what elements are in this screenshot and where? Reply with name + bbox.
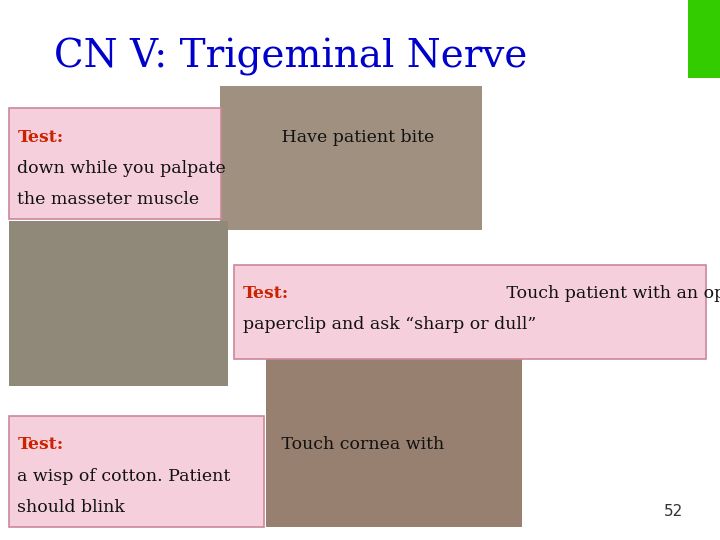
Text: CN V: Trigeminal Nerve: CN V: Trigeminal Nerve <box>54 38 527 76</box>
Text: Touch patient with an open: Touch patient with an open <box>501 285 720 302</box>
Text: paperclip and ask “sharp or dull”: paperclip and ask “sharp or dull” <box>243 316 536 333</box>
Bar <box>234 265 706 359</box>
Text: 52: 52 <box>664 504 683 519</box>
Bar <box>9 221 228 386</box>
Text: Touch cornea with: Touch cornea with <box>276 436 444 453</box>
Text: down while you palpate: down while you palpate <box>17 160 226 177</box>
Text: a wisp of cotton. Patient: a wisp of cotton. Patient <box>17 468 230 484</box>
Bar <box>9 416 264 526</box>
Text: Test:: Test: <box>17 436 63 453</box>
Text: Test:: Test: <box>17 129 63 145</box>
Text: should blink: should blink <box>17 499 125 516</box>
Bar <box>266 359 522 526</box>
Bar <box>9 108 221 219</box>
Text: Test:: Test: <box>243 285 289 302</box>
Text: the masseter muscle: the masseter muscle <box>17 191 199 208</box>
Bar <box>220 86 482 230</box>
Text: Have patient bite: Have patient bite <box>276 129 434 145</box>
Bar <box>688 0 720 78</box>
